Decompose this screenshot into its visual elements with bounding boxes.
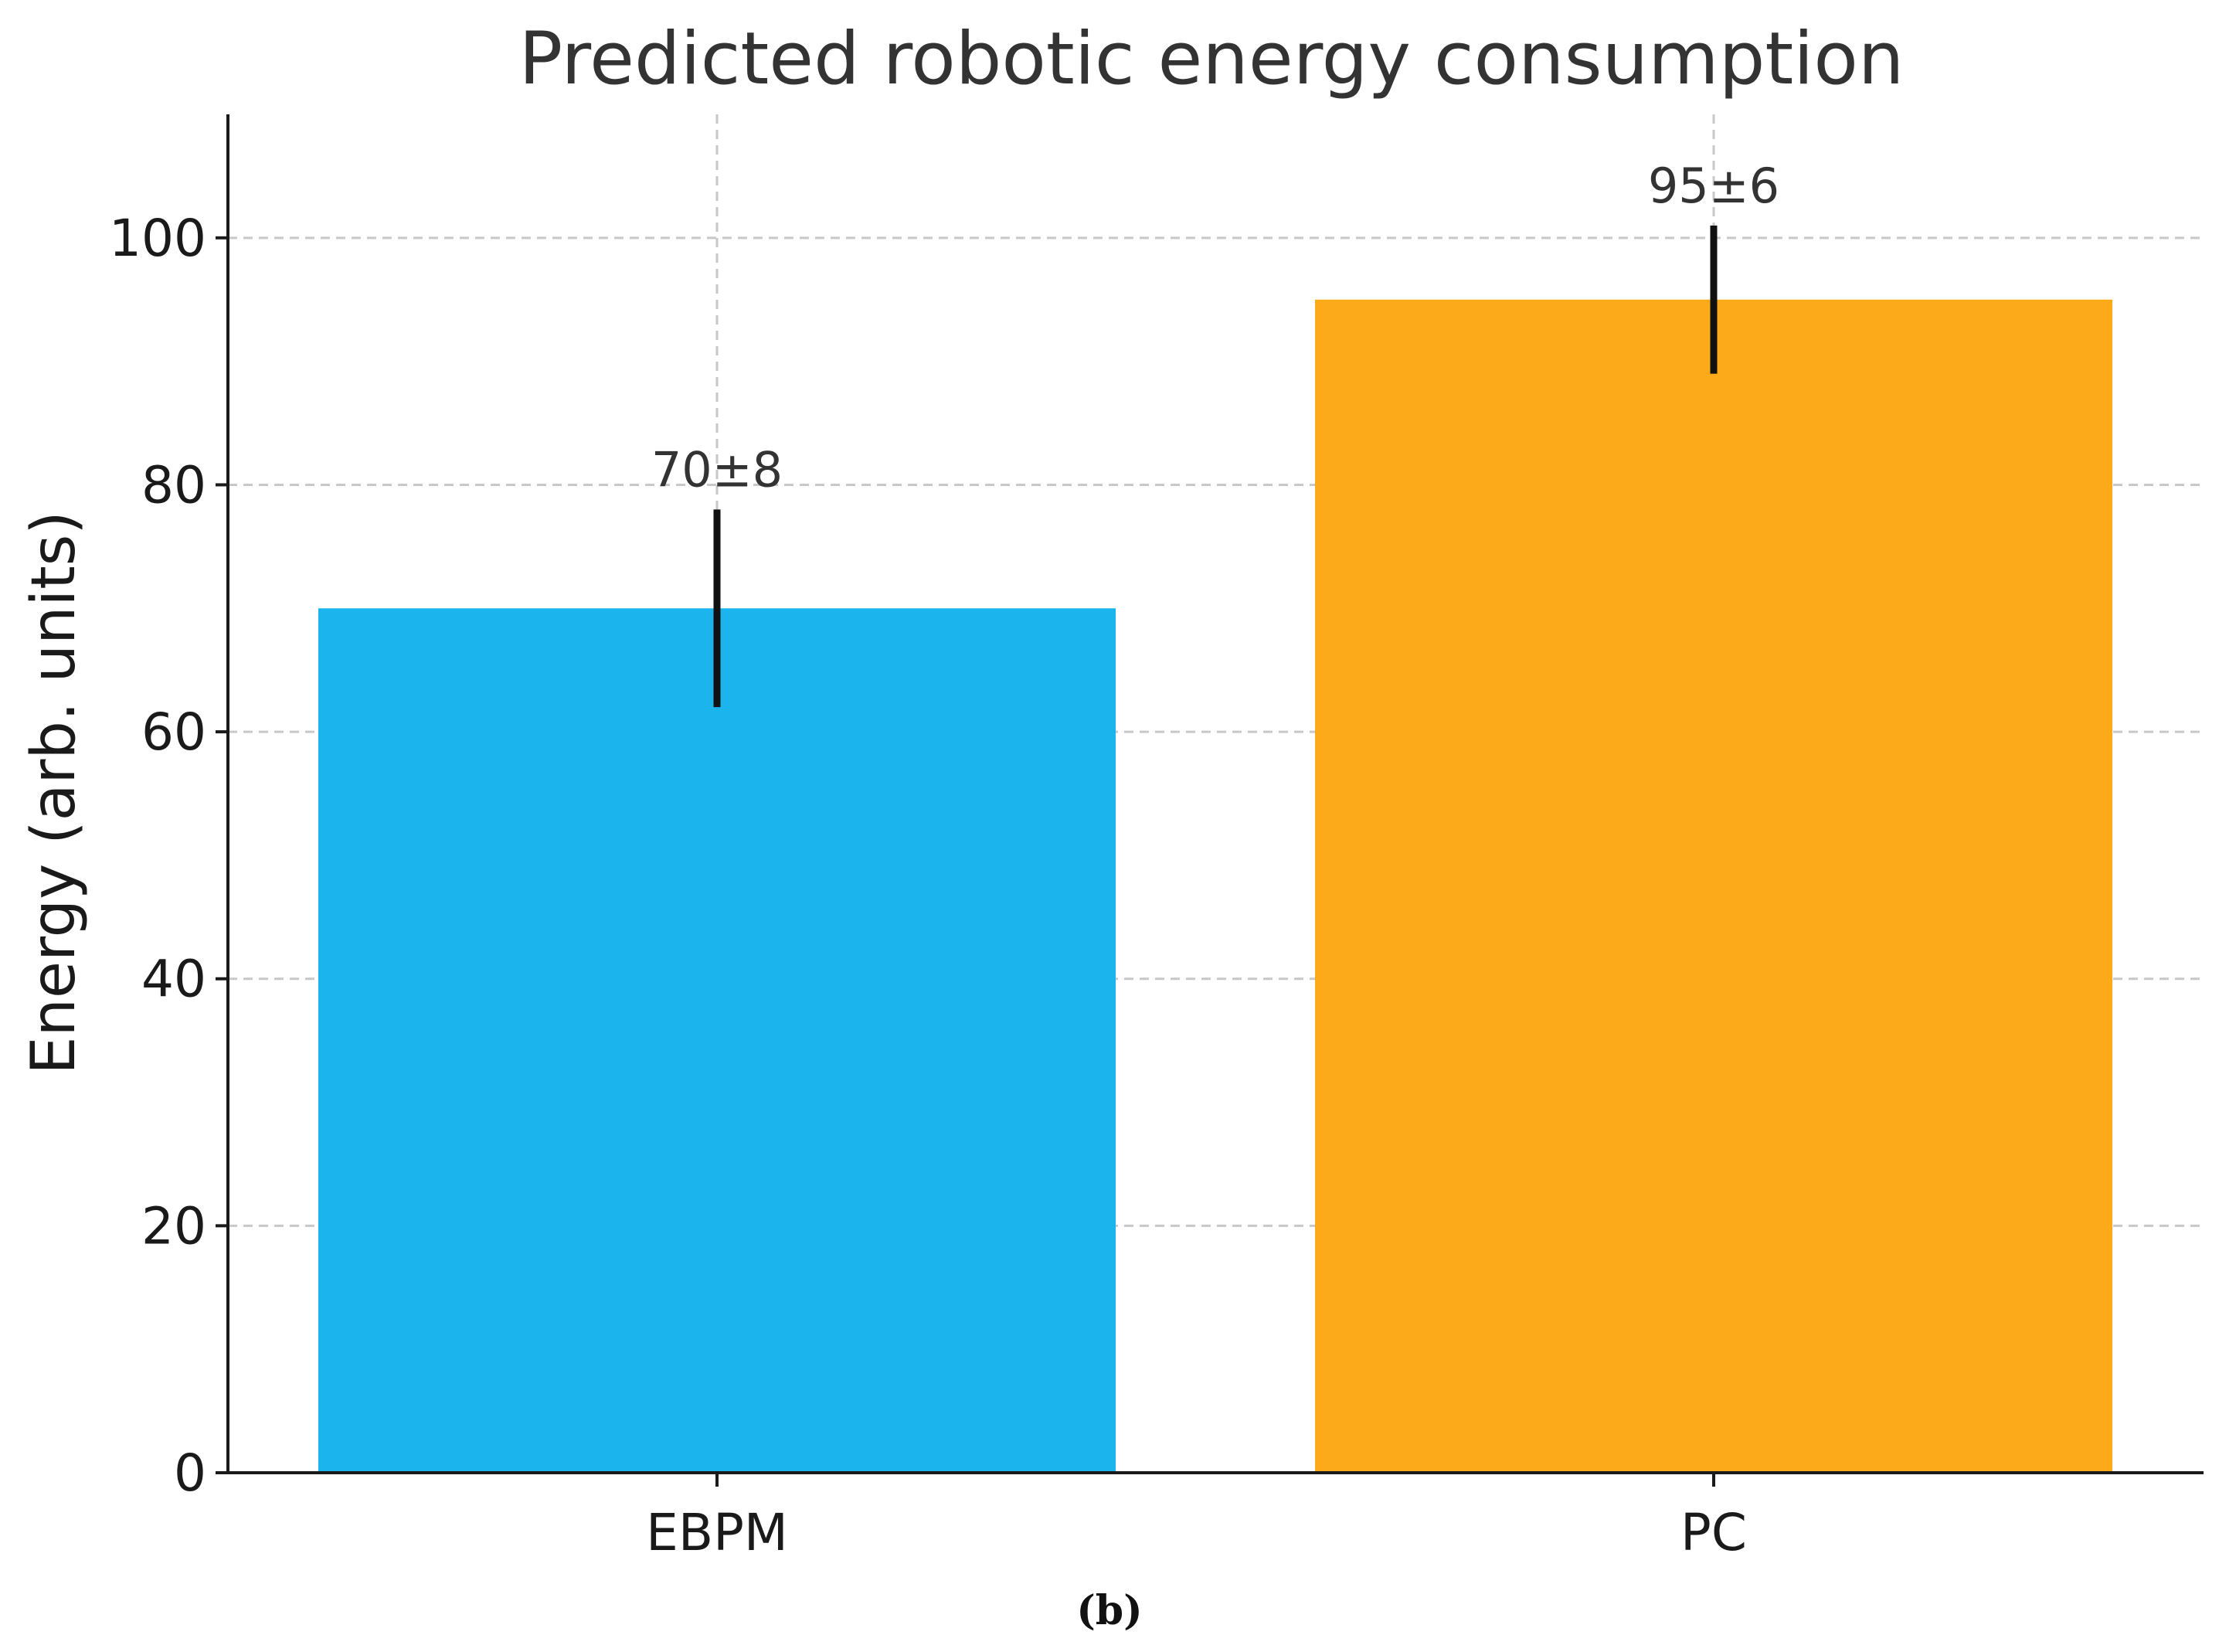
y-axis-label: Energy (arb. units) [19, 511, 89, 1074]
x-tick-label-pc: PC [1680, 1503, 1747, 1562]
y-tick-label: 80 [141, 455, 206, 515]
axes [216, 114, 2204, 1487]
chart-title: Predicted robotic energy consumption [519, 17, 1905, 101]
y-tick-label: 60 [141, 702, 206, 762]
data-label-ebpm: 70±8 [651, 441, 783, 498]
error-bars [713, 225, 1718, 708]
figure-caption: (b) [1076, 1587, 1143, 1634]
data-labels: 70±8 95±6 [651, 158, 1779, 498]
y-tick-label: 20 [141, 1196, 206, 1256]
y-tick-label: 0 [174, 1443, 206, 1503]
data-label-pc: 95±6 [1648, 158, 1779, 214]
tick-labels: 0 20 40 60 80 100 EBPM PC [109, 209, 1747, 1562]
bar-pc [1315, 299, 2112, 1473]
bar-ebpm [318, 608, 1116, 1473]
y-tick-label: 100 [109, 209, 206, 268]
y-tick-label: 40 [141, 950, 206, 1009]
x-tick-label-ebpm: EBPM [646, 1503, 788, 1562]
bars [318, 299, 2112, 1473]
